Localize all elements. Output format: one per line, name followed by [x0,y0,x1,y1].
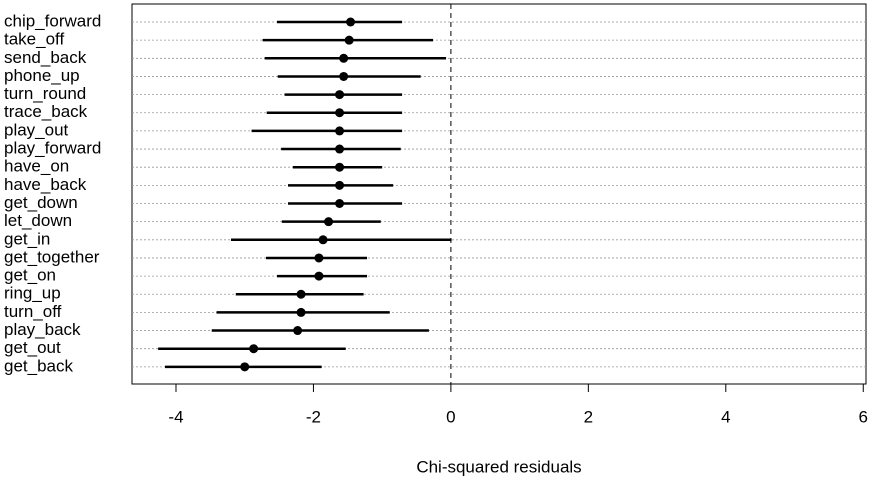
point [335,90,345,100]
y-tick-label: get_out [4,338,61,357]
y-tick-label: play_forward [4,139,101,158]
y-tick-label: get_back [4,356,73,375]
y-tick-label: phone_up [4,66,80,85]
point [335,199,345,208]
y-tick-label: take_off [4,30,64,49]
point [335,162,345,172]
y-tick-label: play_out [4,120,69,139]
point [318,235,328,245]
point [314,271,324,281]
point [335,108,345,118]
y-tick-label: get_in [4,229,50,248]
point [335,180,345,190]
point [339,71,349,81]
point [335,126,345,136]
y-tick-label: let_down [4,211,72,230]
x-axis-label: Chi-squared residuals [416,457,581,476]
y-tick-label: have_on [4,157,69,176]
point [296,307,306,317]
y-tick-label: get_on [4,266,56,285]
point [293,326,303,336]
x-tick-label: 4 [721,407,730,426]
point [314,253,324,263]
y-tick-label: trace_back [4,102,88,121]
y-tick-label: ring_up [4,284,61,303]
point [335,144,345,154]
point [344,35,354,45]
point [339,53,349,63]
x-tick-label: 6 [859,407,868,426]
y-tick-label: turn_round [4,84,86,103]
y-tick-label: play_back [4,320,81,339]
point [240,362,250,372]
x-tick-label: -2 [306,407,321,426]
point [324,217,334,227]
x-tick-label: 0 [446,407,455,426]
y-tick-label: have_back [4,175,87,194]
point [346,17,356,27]
y-tick-label: get_down [4,193,78,212]
y-tick-label: turn_off [4,302,62,321]
point [249,344,259,354]
y-tick-label: send_back [4,48,87,67]
plot-frame [131,3,867,385]
y-tick-label: get_together [4,247,100,266]
point [296,289,306,299]
y-tick-label: chip_forward [4,11,101,30]
x-tick-label: -4 [168,407,183,426]
x-tick-label: 2 [584,407,593,426]
